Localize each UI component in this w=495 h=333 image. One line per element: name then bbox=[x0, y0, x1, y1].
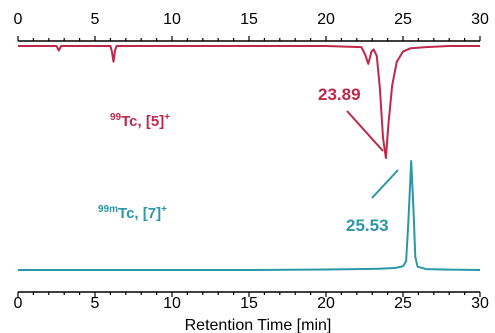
peak-label-23-89: 23.89 bbox=[318, 85, 361, 104]
top-axis-tick-label: 25 bbox=[394, 11, 412, 28]
bottom-axis: 0 5 10 15 20 25 30 bbox=[14, 291, 489, 312]
peak-leader-23-89 bbox=[346, 110, 384, 152]
bottom-axis-tick-label: 15 bbox=[240, 295, 258, 312]
trace-99mtc bbox=[18, 160, 481, 271]
bottom-axis-tick-label: 10 bbox=[163, 295, 181, 312]
top-axis-tick-label: 10 bbox=[163, 11, 181, 28]
bottom-axis-tick-label: 25 bbox=[394, 295, 412, 312]
peak-label-25-53: 25.53 bbox=[346, 216, 389, 235]
top-axis: 0 5 10 15 20 25 30 bbox=[14, 11, 489, 42]
trace-99tc bbox=[18, 45, 480, 159]
bottom-axis-tick-label: 5 bbox=[91, 295, 100, 312]
bottom-axis-tick-label: 20 bbox=[317, 295, 335, 312]
bottom-axis-tick-label: 30 bbox=[471, 295, 489, 312]
top-axis-tick-label: 5 bbox=[91, 11, 100, 28]
bottom-axis-tick-label: 0 bbox=[14, 295, 23, 312]
series-label-99tc: 99Tc, [5]+ bbox=[110, 112, 170, 130]
x-axis-title: Retention Time [min] bbox=[185, 317, 332, 333]
top-axis-tick-label: 0 bbox=[14, 11, 23, 28]
top-axis-tick-label: 30 bbox=[471, 11, 489, 28]
top-axis-tick-label: 20 bbox=[317, 11, 335, 28]
peak-leader-25-53 bbox=[371, 169, 399, 199]
top-axis-tick-label: 15 bbox=[240, 11, 258, 28]
series-label-99mtc: 99mTc, [7]+ bbox=[98, 204, 167, 222]
series-traces bbox=[18, 45, 481, 271]
